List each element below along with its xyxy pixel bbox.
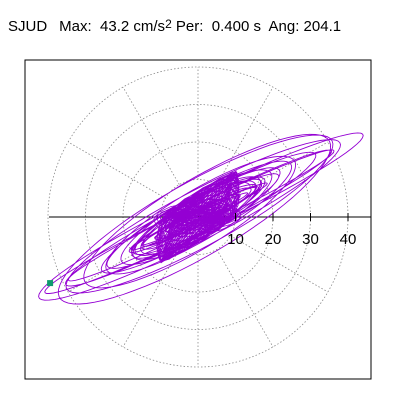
max-label: Max: <box>59 18 92 35</box>
max-value: 43.2 cm/s <box>100 18 166 35</box>
angle-value: 204.1 <box>303 18 342 35</box>
x-tick-label: 20 <box>265 231 282 248</box>
max-exponent: 2 <box>165 17 172 31</box>
orbit-traces <box>38 132 364 305</box>
grid-spoke <box>216 86 274 185</box>
x-tick-label: 10 <box>227 231 244 248</box>
grid-spoke <box>122 86 180 185</box>
grid-spoke <box>216 249 274 348</box>
grid-spoke <box>67 141 166 199</box>
peak-marker <box>47 280 54 287</box>
angle-label: Ang: <box>268 18 300 35</box>
station-code: SJUD <box>8 18 48 35</box>
radial-tick-labels: 10 20 30 40 <box>227 213 356 248</box>
x-tick-label: 30 <box>302 231 319 248</box>
period-label: Per: <box>175 18 204 35</box>
plot-header: SJUD Max: 43.2 cm/s2 Per: 0.400 s Ang: 20… <box>8 17 342 35</box>
plot-frame <box>24 59 372 380</box>
period-value: 0.400 s <box>211 18 261 35</box>
x-tick-label: 40 <box>340 231 357 248</box>
grid-spoke <box>122 249 180 348</box>
orbit-core <box>153 170 243 264</box>
grid-spoke <box>230 235 329 293</box>
